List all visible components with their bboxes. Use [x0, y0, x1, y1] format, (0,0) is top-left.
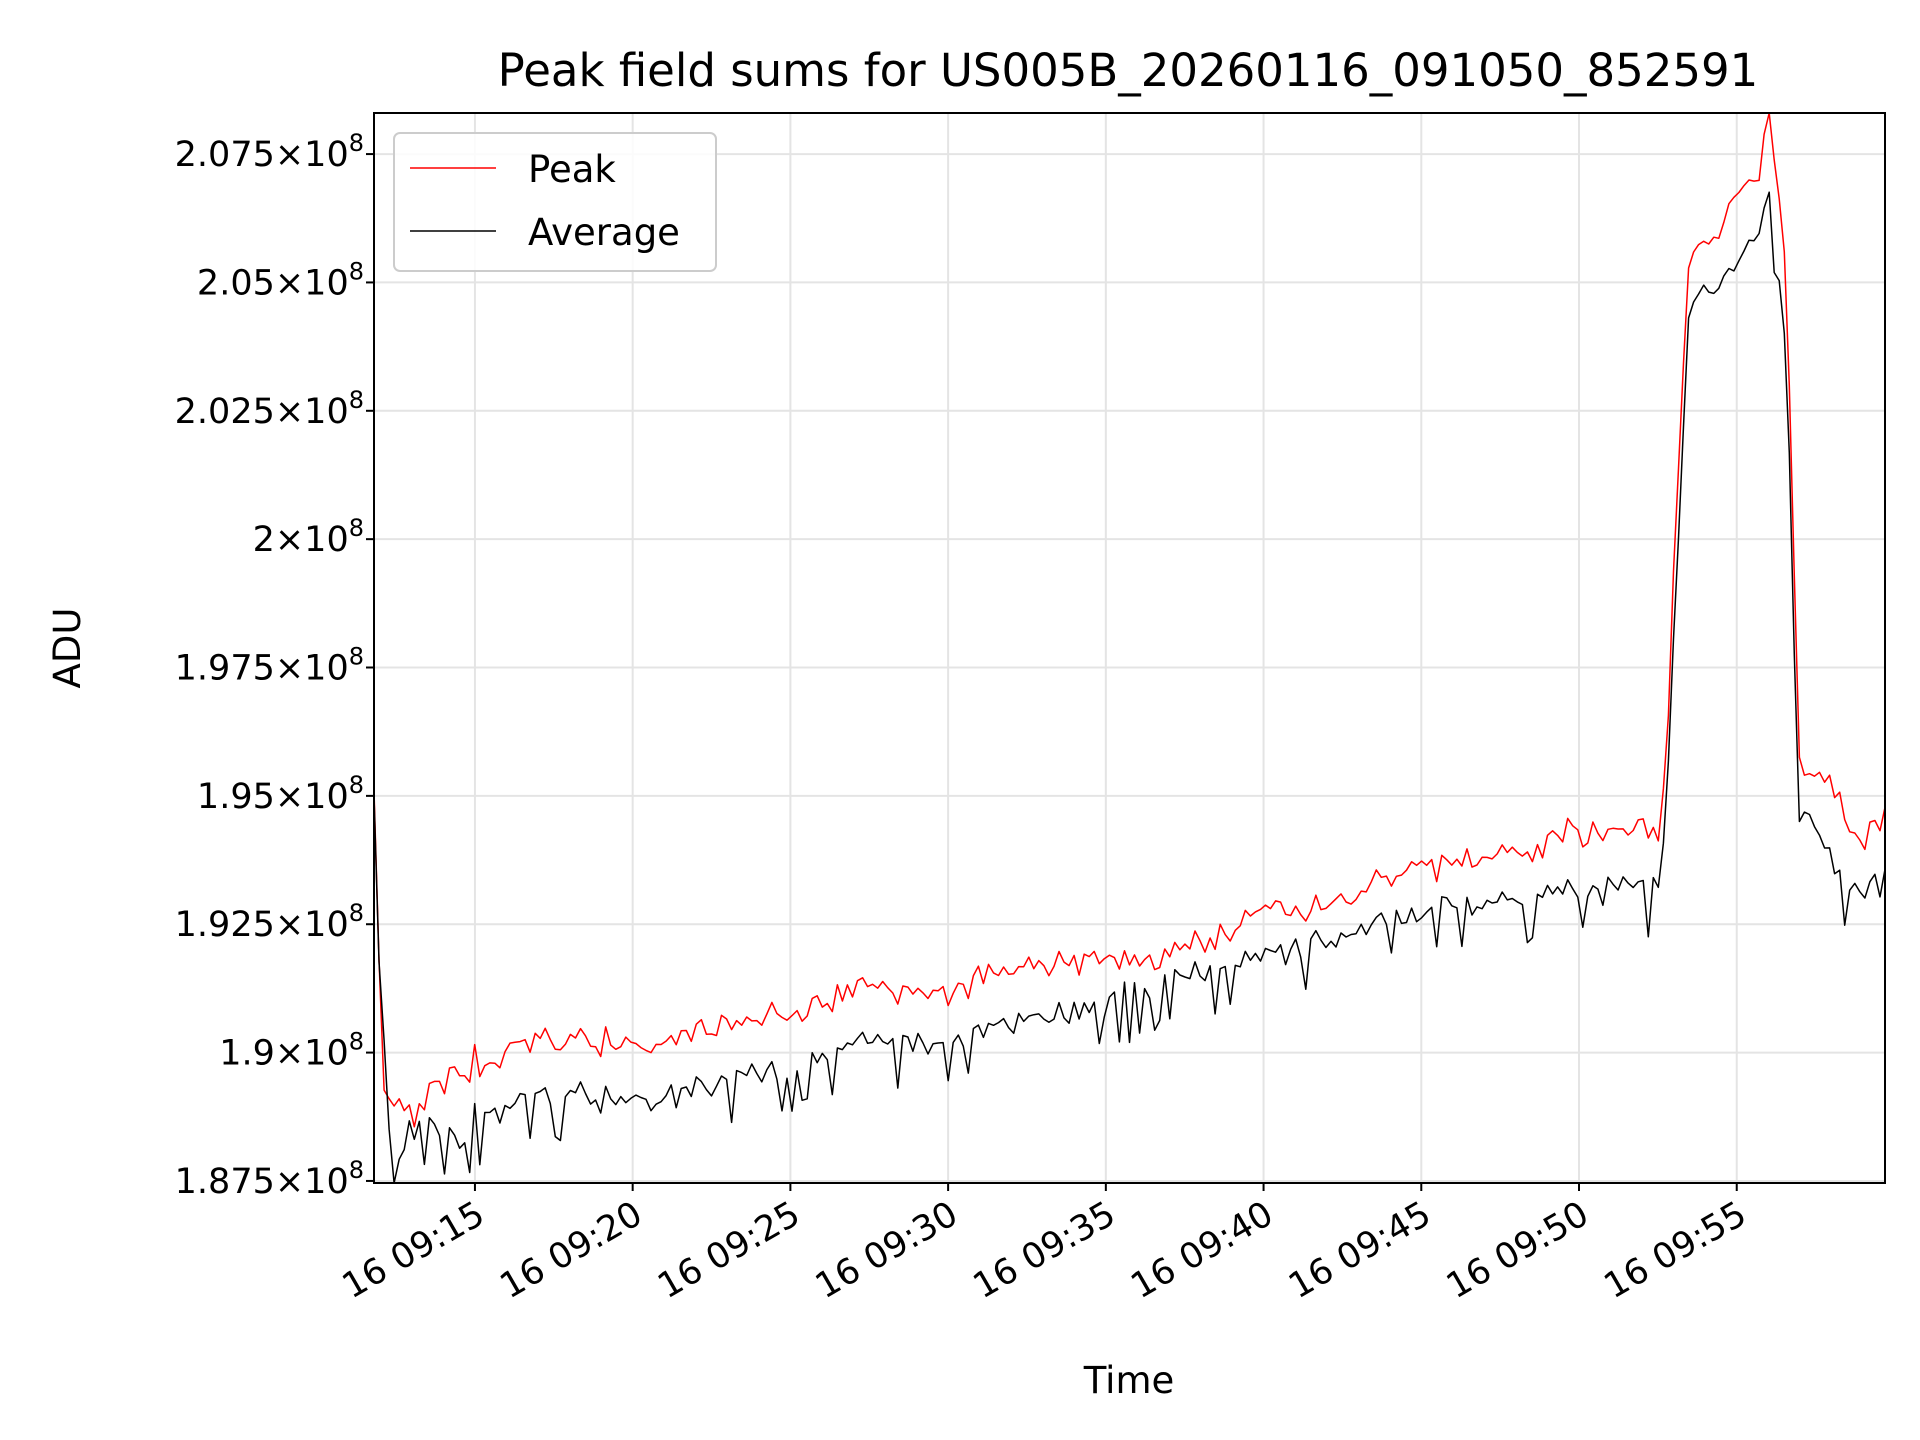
- legend-peak-label: Peak: [528, 148, 616, 191]
- series-line-peak: [373, 112, 1886, 1128]
- chart-title: Peak field sums for US005B_20260116_0910…: [498, 44, 1759, 97]
- y-tick-label: 2.025×108: [175, 386, 364, 432]
- legend: Peak Average: [393, 132, 717, 272]
- y-tick-label: 1.975×108: [175, 643, 364, 689]
- y-tick-label: 1.95×108: [197, 771, 364, 817]
- x-axis-label: Time: [1083, 1359, 1175, 1402]
- y-axis-label: ADU: [46, 608, 89, 689]
- y-tick-label: 2.075×108: [175, 129, 364, 175]
- y-tick-label: 1.875×108: [175, 1156, 364, 1202]
- series-line-average: [373, 191, 1886, 1184]
- y-tick-label: 2.05×108: [197, 257, 364, 303]
- y-tick-label: 1.9×108: [219, 1028, 364, 1074]
- y-axis: 1.875×108 1.9×108 1.925×108 1.95×108 1.975×1…: [175, 129, 374, 1202]
- y-tick-label: 2×108: [253, 514, 364, 560]
- series-layer: [373, 112, 1886, 1184]
- legend-average-label: Average: [528, 211, 680, 254]
- y-tick-label: 1.925×108: [175, 899, 364, 945]
- plot-frame: [373, 112, 1886, 1184]
